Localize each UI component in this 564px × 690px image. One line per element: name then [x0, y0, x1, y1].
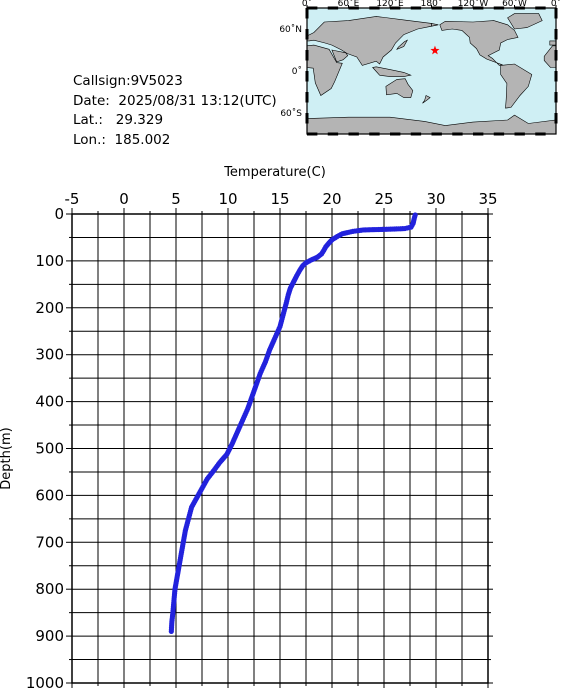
map-longitude-label: 120˚W [458, 0, 489, 9]
longitude-text: Lon.: 185.002 [73, 131, 171, 148]
map-latitude-label: 0˚ [292, 66, 302, 77]
location-map: 0˚ 60˚E 120˚E 180˚ 120˚W 60˚W 0˚ 60˚N 0˚ 60˚S [279, 0, 561, 136]
map-latitude-label: 60˚N [279, 24, 302, 35]
y-tick-label: 100 [35, 252, 64, 270]
x-tick-label: 15 [270, 190, 289, 208]
maritime-asia-landmass [372, 66, 412, 77]
south-america-landmass [500, 63, 533, 109]
eurasia-landmass [306, 16, 432, 66]
y-tick-label: 400 [35, 393, 64, 411]
x-tick-label: 20 [322, 190, 341, 208]
y-tick-label: 200 [35, 299, 64, 317]
arabia-landmass [331, 49, 349, 63]
x-tick-label: 5 [171, 190, 181, 208]
japan-landmass [396, 39, 409, 50]
cast-info: Callsign:9V5023 Date: 2025/08/31 13:12(U… [73, 72, 277, 150]
x-tick-label: 0 [119, 190, 129, 208]
new-zealand-landmass [422, 95, 431, 104]
y-tick-label: 300 [35, 346, 64, 364]
africa-landmass [306, 44, 343, 96]
map-longitude-label: 0˚ [302, 0, 312, 9]
profile-point [168, 628, 174, 635]
x-tick-label: 10 [218, 190, 237, 208]
y-tick-label: 500 [35, 440, 64, 458]
x-axis-title: Temperature(C) [223, 165, 326, 180]
x-tick-label: -5 [65, 190, 80, 208]
y-tick-label: 600 [35, 486, 64, 504]
map-longitude-label: 0˚ [551, 0, 561, 9]
profile-series [168, 212, 418, 635]
x-tick-label: 25 [374, 190, 393, 208]
y-axis-title: Depth(m) [0, 427, 14, 489]
station-marker-star [430, 45, 440, 55]
map-longitude-label: 60˚W [502, 0, 527, 9]
callsign-text: Callsign:9V5023 [73, 73, 183, 89]
map-longitude-label: 60˚E [338, 0, 360, 9]
x-tick-label: 30 [426, 190, 445, 208]
y-tick-label: 800 [35, 580, 64, 598]
y-tick-label: 0 [54, 205, 64, 223]
y-tick-label: 1000 [26, 674, 64, 690]
y-tick-label: 900 [35, 627, 64, 645]
latitude-text: Lat.: 29.329 [73, 112, 164, 128]
australia-landmass [385, 78, 414, 98]
north-america-landmass [439, 20, 519, 66]
greenland-landmass [507, 13, 543, 30]
map-longitude-label: 180˚ [421, 0, 443, 9]
y-tick-label: 700 [35, 533, 64, 551]
date-text: Date: 2025/08/31 13:12(UTC) [73, 92, 277, 109]
x-tick-label: 35 [478, 190, 497, 208]
chukotka-landmass [431, 23, 439, 27]
map-longitude-label: 120˚E [376, 0, 404, 9]
map-latitude-label: 60˚S [280, 108, 302, 119]
